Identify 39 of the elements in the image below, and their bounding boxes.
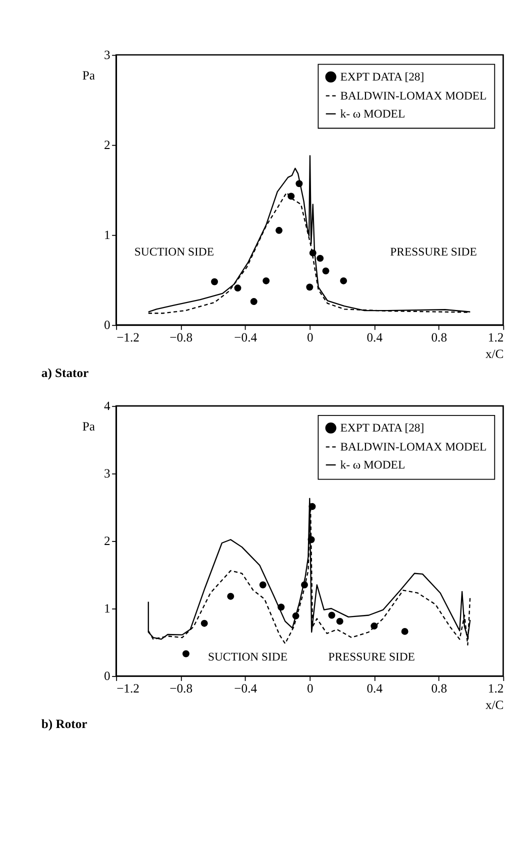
annotation: PRESSURE SIDE bbox=[390, 246, 477, 259]
y-tick-label: 3 bbox=[104, 48, 110, 62]
x-tick-label: 0 bbox=[306, 682, 314, 696]
x-tick-label: −1.2 bbox=[116, 330, 140, 345]
y-tick-label: 0 bbox=[104, 669, 110, 684]
x-axis-title: x/C bbox=[485, 698, 504, 712]
x-tick-label: 0.8 bbox=[431, 682, 448, 696]
y-tick-label: 2 bbox=[104, 534, 110, 548]
y-tick-label: 0 bbox=[104, 318, 110, 332]
annotation: SUCTION SIDE bbox=[134, 246, 214, 259]
legend-label: EXPT DATA [28] bbox=[340, 422, 424, 435]
legend-label: BALDWIN-LOMAX MODEL bbox=[340, 89, 487, 102]
legend-label: EXPT DATA [28] bbox=[340, 70, 424, 84]
annotation: SUCTION SIDE bbox=[208, 650, 288, 664]
y-tick-label: 1 bbox=[104, 228, 110, 242]
x-tick-label: −0.4 bbox=[234, 682, 258, 696]
x-tick-label: 0.4 bbox=[366, 330, 384, 345]
y-axis-title: Pa bbox=[82, 68, 96, 83]
y-tick-label: 4 bbox=[104, 399, 111, 414]
text: b) Rotor bbox=[41, 717, 88, 732]
y-tick-label: 1 bbox=[104, 602, 110, 616]
x-tick-label: −0.8 bbox=[170, 682, 193, 696]
x-tick-label: −1.2 bbox=[116, 682, 140, 696]
y-axis-title: Pa bbox=[82, 420, 96, 434]
legend-label: BALDWIN-LOMAX MODEL bbox=[340, 440, 487, 454]
y-tick-label: 2 bbox=[104, 138, 110, 152]
x-tick-label: 0.4 bbox=[366, 682, 384, 696]
legend-label: k- ω MODEL bbox=[340, 458, 406, 472]
x-tick-label: −0.4 bbox=[234, 330, 258, 345]
x-tick-label: 1.2 bbox=[488, 330, 504, 345]
text: a) Stator bbox=[41, 366, 90, 380]
x-axis-title: x/C bbox=[485, 346, 504, 361]
legend-label: k- ω MODEL bbox=[340, 107, 406, 120]
x-tick-label: 0 bbox=[306, 330, 314, 345]
y-tick-label: 3 bbox=[104, 466, 110, 481]
x-tick-label: 0.8 bbox=[431, 330, 448, 345]
annotation: PRESSURE SIDE bbox=[328, 650, 415, 664]
x-tick-label: −0.8 bbox=[170, 330, 193, 345]
x-tick-label: 1.2 bbox=[488, 682, 504, 696]
